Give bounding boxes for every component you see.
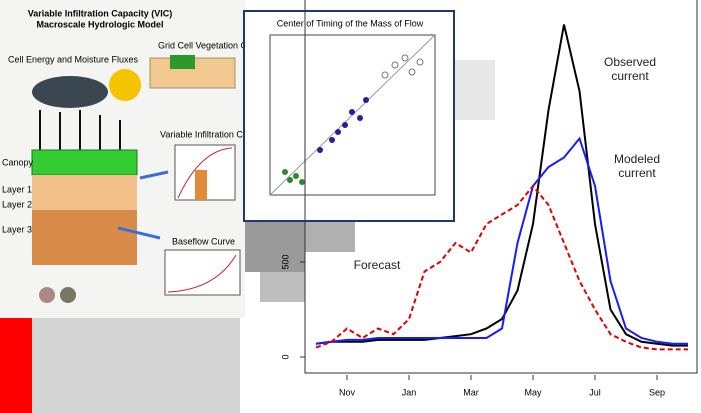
- sun: [109, 69, 141, 101]
- logo: [39, 287, 55, 303]
- canopy-label: Canopy: [2, 157, 34, 167]
- infiltration-fill: [195, 170, 207, 200]
- inset-title: Center of Timing of the Mass of Flow: [277, 18, 424, 28]
- series-label: Forecast: [342, 258, 412, 272]
- x-tick-label: May: [524, 387, 542, 397]
- x-tick-label: Nov: [339, 387, 356, 397]
- mosaic: [455, 60, 495, 120]
- x-tick-label: Sep: [649, 387, 665, 397]
- logo: [60, 287, 76, 303]
- x-tick-label: Jul: [589, 387, 601, 397]
- baseflow-plot: [165, 250, 240, 295]
- inset-scatter: Center of Timing of the Mass of Flow: [244, 11, 454, 221]
- layer-label: Layer 2: [2, 199, 32, 209]
- x-tick-label: Mar: [463, 387, 479, 397]
- mosaic: [260, 272, 305, 302]
- series-label: Observed current: [600, 55, 660, 83]
- mosaic: [305, 222, 355, 252]
- collage: Variable Infiltration Capacity (VIC) Mac…: [0, 0, 701, 413]
- layer-label: Layer 1: [2, 184, 32, 194]
- soil-layer: [32, 210, 137, 265]
- layer-label: Layer 3: [2, 224, 32, 234]
- series-label: Modeled current: [612, 152, 662, 180]
- y-tick-label: 500: [280, 254, 290, 269]
- soil-layer: [32, 175, 137, 210]
- vic-diagram: Variable Infiltration Capacity (VIC) Mac…: [0, 0, 280, 318]
- x-tick-label: Jan: [402, 387, 417, 397]
- screenshot: Variable Infiltration Capacity (VIC) Mac…: [0, 0, 701, 413]
- diagram-title: Variable Infiltration Capacity (VIC): [28, 8, 173, 18]
- canopy-layer: [32, 150, 137, 175]
- y-tick-label: 0: [280, 354, 290, 359]
- cloud: [32, 76, 108, 108]
- diagram-title: Macroscale Hydrologic Model: [36, 19, 163, 29]
- vegetation: [170, 55, 195, 69]
- baseflow-label: Baseflow Curve: [172, 236, 235, 246]
- flux-label: Cell Energy and Moisture Fluxes: [8, 54, 139, 64]
- mosaic: [245, 222, 305, 272]
